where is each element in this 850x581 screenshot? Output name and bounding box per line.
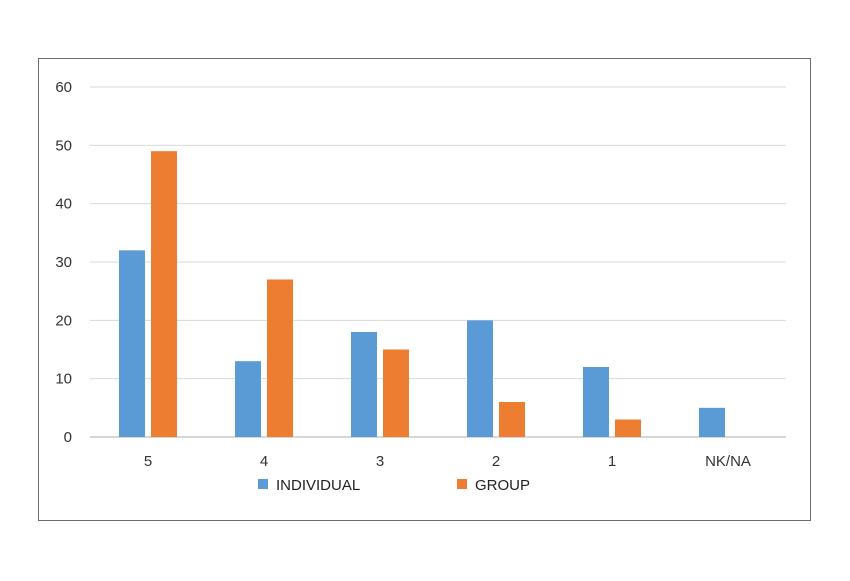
bar-group-1 [615, 419, 641, 437]
bar-individual-3 [351, 332, 377, 437]
y-tick-label: 50 [55, 137, 72, 154]
y-tick-label: 10 [55, 371, 72, 388]
x-tick-label: 3 [376, 453, 384, 470]
legend: INDIVIDUAL GROUP [258, 477, 530, 494]
x-tick-label: NK/NA [705, 453, 751, 470]
legend-label-group: GROUP [475, 477, 530, 494]
bar-group-3 [383, 349, 409, 437]
bar-group-2 [499, 402, 525, 437]
gridlines [90, 86, 786, 438]
bar-group-4 [267, 279, 293, 437]
x-tick-label: 1 [608, 453, 616, 470]
legend-swatch-group [457, 479, 467, 489]
bars [119, 151, 725, 437]
x-tick-label: 4 [260, 453, 268, 470]
bar-group-5 [151, 151, 177, 437]
y-tick-label: 60 [55, 79, 72, 96]
y-tick-label: 0 [64, 429, 72, 446]
legend-swatch-individual [258, 479, 268, 489]
bar-individual-nk-na [699, 407, 725, 437]
x-axis-tick-labels: 5 4 3 2 1 NK/NA [144, 453, 751, 470]
x-tick-label: 2 [492, 453, 500, 470]
y-axis-tick-labels: 0 10 20 30 40 50 60 [55, 79, 72, 446]
y-tick-label: 40 [55, 196, 72, 213]
bar-individual-5 [119, 250, 145, 437]
bar-individual-4 [235, 361, 261, 437]
bar-individual-1 [583, 367, 609, 437]
y-tick-label: 20 [55, 312, 72, 329]
x-tick-label: 5 [144, 453, 152, 470]
bar-individual-2 [467, 320, 493, 437]
y-tick-label: 30 [55, 254, 72, 271]
legend-label-individual: INDIVIDUAL [276, 477, 360, 494]
